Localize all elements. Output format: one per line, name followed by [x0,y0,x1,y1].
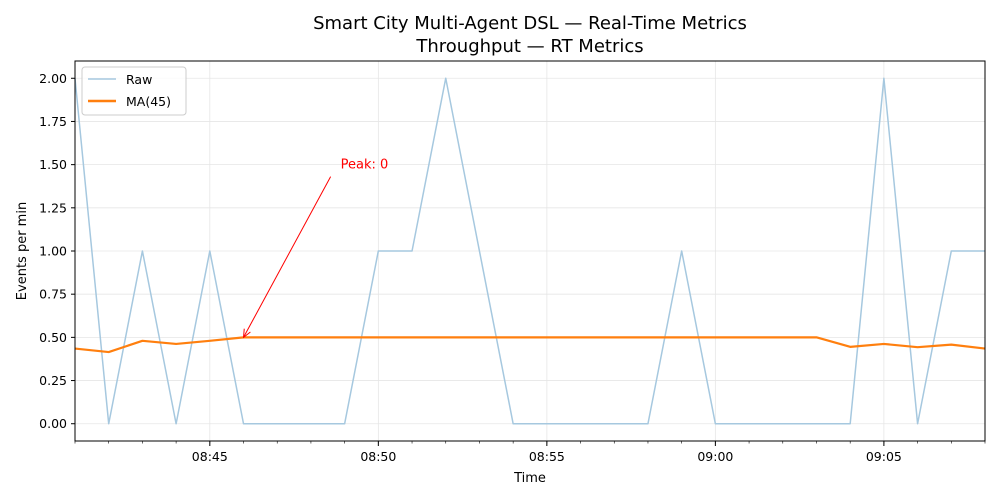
chart-subtitle: Throughput — RT Metrics [415,36,643,57]
grid-layer [75,61,985,441]
x-axis-label: Time [513,471,546,486]
y-tick-label: 1.25 [39,200,67,215]
chart-legend: Raw MA(45) [81,66,187,116]
series-line-raw [74,77,985,425]
chart-title: Smart City Multi-Agent DSL — Real-Time M… [313,13,747,34]
tick-layer: 0.00 0.25 0.50 0.75 1.00 1.25 1.50 1.75 2.00 08:4… [39,71,986,464]
y-tick-label: 0.00 [39,416,67,431]
annotation-layer: Peak: 0 [242,158,389,339]
legend-label-raw: Raw [126,72,152,87]
annotation-arrowhead [242,328,251,339]
y-tick-label: 2.00 [39,71,67,86]
x-tick-label: 09:05 [866,449,902,464]
y-axis-label: Events per min [15,202,30,300]
x-tick-label: 08:50 [360,449,396,464]
y-tick-label: 1.50 [39,157,67,172]
series-layer [74,77,986,425]
series-line-ma-45 [74,336,986,354]
y-tick-label: 0.50 [39,330,67,345]
y-tick-label: 1.75 [39,114,67,129]
y-tick-label: 0.25 [39,373,67,388]
x-tick-label: 09:00 [697,449,733,464]
y-tick-label: 1.00 [39,244,67,259]
legend-label-ma: MA(45) [126,94,171,109]
x-tick-label: 08:45 [192,449,228,464]
x-tick-label: 08:55 [529,449,565,464]
y-tick-label: 0.75 [39,287,67,302]
annotation-label: Peak: 0 [341,158,389,173]
annotation-arrow [243,176,332,338]
